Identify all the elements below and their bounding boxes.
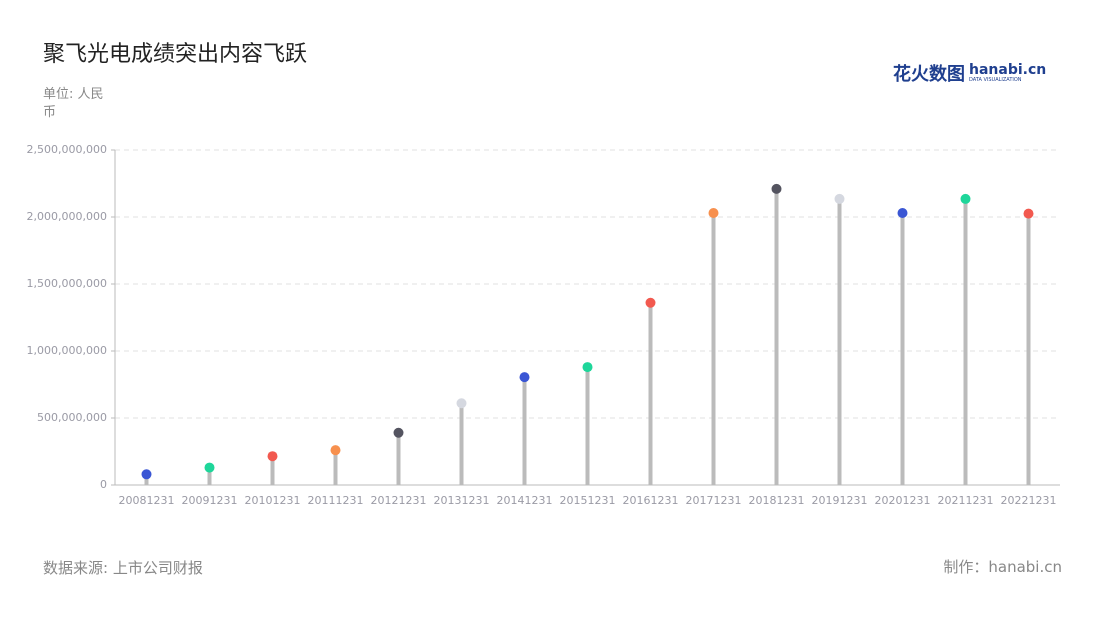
x-tick-label: 20191231 (812, 494, 868, 507)
dot (519, 372, 530, 383)
x-tick-label: 20111231 (308, 494, 364, 507)
chart-title: 聚飞光电成绩突出内容飞跃 (43, 42, 308, 67)
dot (645, 297, 656, 308)
logo-site: hanabi.cn (969, 61, 1047, 78)
logo: 花火数图 hanabi.cn DATA VISUALIZATION (893, 60, 1046, 86)
y-tick-label: 2,000,000,000 (27, 210, 107, 223)
dot (960, 193, 971, 204)
source: 数据来源: 上市公司财报 (43, 559, 203, 577)
dot (834, 193, 845, 204)
x-tick-label: 20171231 (686, 494, 742, 507)
x-tick-label: 20161231 (623, 494, 679, 507)
x-tick-label: 20121231 (371, 494, 427, 507)
y-tick-label: 2,500,000,000 (27, 143, 107, 156)
logo-brand: 花火数图 (893, 64, 965, 85)
y-tick-label: 0 (100, 478, 107, 491)
x-tick-label: 20131231 (434, 494, 490, 507)
dot (204, 462, 215, 473)
dot (897, 207, 908, 218)
logo-text: hanabi.cn DATA VISUALIZATION (969, 63, 1046, 84)
y-tick-label: 1,500,000,000 (27, 277, 107, 290)
unit-label: 单位: 人民币 (43, 87, 104, 120)
dot (582, 362, 593, 373)
dot (771, 183, 782, 194)
dot (393, 427, 404, 438)
x-tick-label: 20211231 (938, 494, 994, 507)
x-tick-label: 20151231 (560, 494, 616, 507)
credit: 制作：hanabi.cn (943, 558, 1062, 576)
x-tick-label: 20141231 (497, 494, 553, 507)
x-tick-label: 20091231 (182, 494, 238, 507)
logo-tagline: DATA VISUALIZATION (969, 76, 1022, 83)
dot (330, 445, 341, 456)
dot (708, 207, 719, 218)
dot (1023, 208, 1034, 219)
y-tick-label: 1,000,000,000 (27, 344, 107, 357)
x-tick-label: 20221231 (1001, 494, 1057, 507)
x-tick-label: 20181231 (749, 494, 805, 507)
y-tick-label: 500,000,000 (37, 411, 107, 424)
dot (456, 398, 467, 409)
dot (141, 469, 152, 480)
x-tick-label: 20101231 (245, 494, 301, 507)
dot (267, 451, 278, 462)
x-tick-label: 20081231 (119, 494, 175, 507)
x-tick-label: 20201231 (875, 494, 931, 507)
